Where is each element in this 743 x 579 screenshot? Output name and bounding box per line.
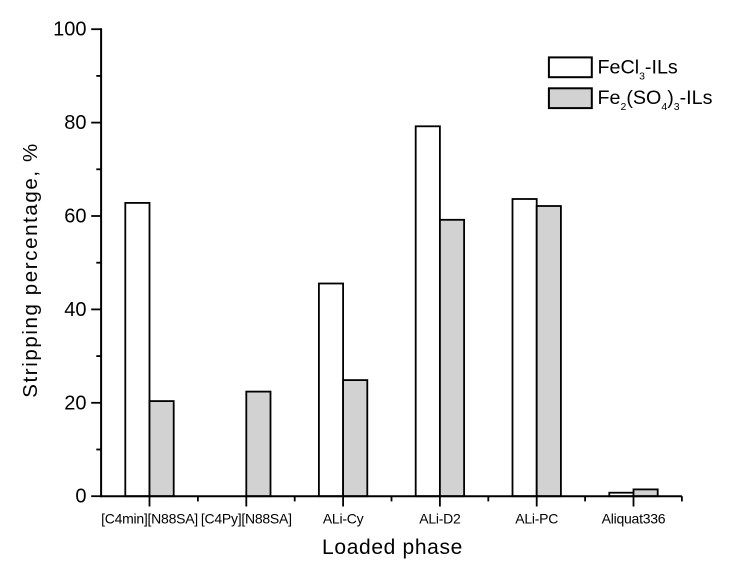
svg-text:ALi-PC: ALi-PC xyxy=(515,510,558,526)
svg-text:20: 20 xyxy=(64,392,86,414)
svg-text:60: 60 xyxy=(64,206,86,228)
svg-text:FeCl3-ILs: FeCl3-ILs xyxy=(598,57,678,83)
svg-text:0: 0 xyxy=(75,486,86,508)
svg-text:80: 80 xyxy=(64,112,86,134)
svg-text:Loaded phase: Loaded phase xyxy=(322,536,463,559)
svg-text:[C4min][N88SA]: [C4min][N88SA] xyxy=(101,510,198,526)
svg-text:100: 100 xyxy=(53,19,86,41)
svg-text:[C4Py][N88SA]: [C4Py][N88SA] xyxy=(201,510,292,526)
svg-text:ALi-Cy: ALi-Cy xyxy=(323,510,364,526)
svg-text:Stripping percentage, %: Stripping percentage, % xyxy=(19,142,42,398)
svg-text:ALi-D2: ALi-D2 xyxy=(419,510,461,526)
svg-text:Aliquat336: Aliquat336 xyxy=(602,510,666,526)
svg-text:Fe2(SO4)3-ILs: Fe2(SO4)3-ILs xyxy=(598,87,713,113)
svg-text:40: 40 xyxy=(64,299,86,321)
